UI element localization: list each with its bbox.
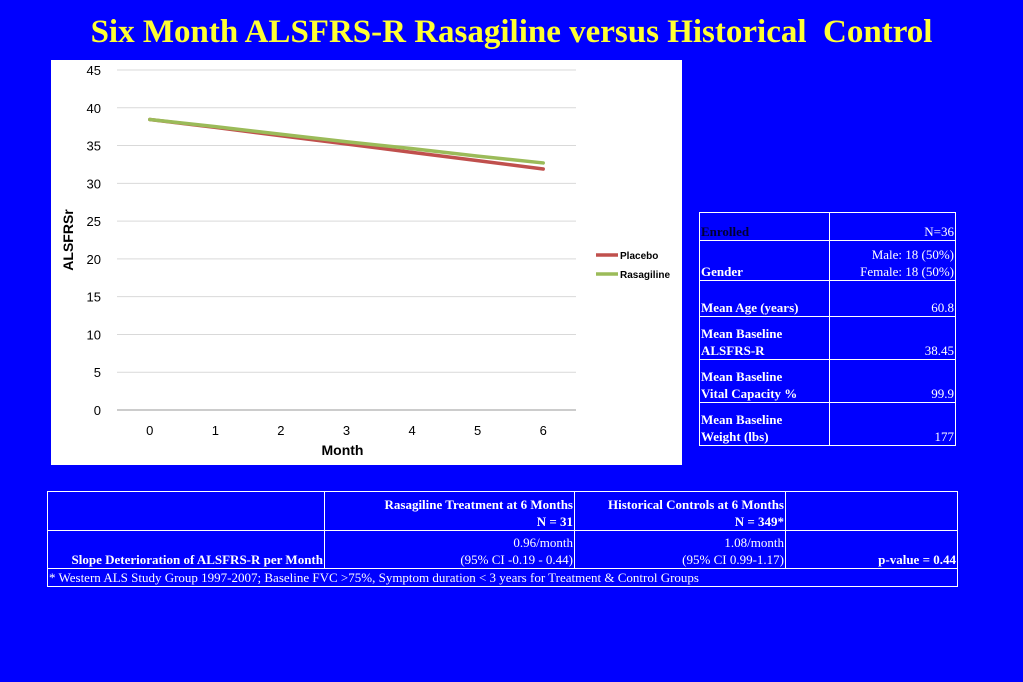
y-axis-label: ALSFRSr	[60, 209, 76, 271]
baseline-weight-label: Mean Baseline Weight (lbs)	[699, 402, 830, 446]
summary-footnote: * Western ALS Study Group 1997-2007; Bas…	[47, 568, 958, 587]
baseline-alsfrs-label-2: ALSFRS-R	[701, 343, 765, 358]
x-axis-label: Month	[322, 442, 364, 458]
gender-value: Male: 18 (50%) Female: 18 (50%)	[829, 240, 956, 281]
rasagiline-header: Rasagiline Treatment at 6 Months N = 31	[324, 491, 575, 531]
x-tick-label-6: 6	[540, 423, 547, 438]
slope-row-label: Slope Deterioration of ALSFRS-R per Mont…	[47, 530, 325, 569]
legend-label-placebo: Placebo	[620, 251, 658, 262]
y-tick-label-5: 5	[94, 365, 101, 380]
x-tick-label-3: 3	[343, 423, 350, 438]
baseline-vc-label: Mean Baseline Vital Capacity %	[699, 359, 830, 403]
baseline-vc-value: 99.9	[829, 359, 956, 403]
rasagiline-slope-value: 0.96/month	[513, 535, 573, 550]
historical-header-n: N = 349*	[734, 514, 784, 529]
gender-label: Gender	[699, 240, 830, 281]
baseline-weight-value: 177	[829, 402, 956, 446]
enrolled-label: Enrolled	[699, 212, 830, 241]
y-tick-label-20: 20	[87, 252, 101, 267]
line-chart: 0 5 10 15 20 25 30 35 40 45 0 1 2 3 4 5 6 Month ALSFRSr Pla…	[51, 60, 682, 465]
slide-title: Six Month ALSFRS-R Rasagiline versus His…	[90, 14, 933, 50]
study-info-table: Enrolled N=36 Gender Male: 18 (50%) Fema…	[699, 212, 956, 446]
historical-header-title: Historical Controls at 6 Months	[608, 497, 784, 512]
historical-slope: 1.08/month (95% CI 0.99-1.17)	[574, 530, 786, 569]
x-tick-label-1: 1	[212, 423, 219, 438]
mean-age-value: 60.8	[829, 280, 956, 317]
x-tick-label-5: 5	[474, 423, 481, 438]
baseline-alsfrs-label-1: Mean Baseline	[701, 326, 783, 341]
y-tick-label-25: 25	[87, 214, 101, 229]
x-tick-label-2: 2	[277, 423, 284, 438]
mean-age-label: Mean Age (years)	[699, 280, 830, 317]
x-tick-label-0: 0	[146, 423, 153, 438]
y-tick-label-45: 45	[87, 63, 101, 78]
enrolled-value: N=36	[829, 212, 956, 241]
summary-empty-header	[47, 491, 325, 531]
baseline-weight-label-1: Mean Baseline	[701, 412, 783, 427]
rasagiline-slope: 0.96/month (95% CI -0.19 - 0.44)	[324, 530, 575, 569]
slope-summary-table: Rasagiline Treatment at 6 Months N = 31 …	[47, 491, 958, 587]
x-tick-label-4: 4	[408, 423, 415, 438]
legend-label-rasagiline: Rasagiline	[620, 270, 670, 281]
baseline-vc-label-1: Mean Baseline	[701, 369, 783, 384]
baseline-alsfrs-value: 38.45	[829, 316, 956, 360]
rasagiline-header-n: N = 31	[536, 514, 573, 529]
pvalue-empty-header	[785, 491, 958, 531]
y-tick-label-0: 0	[94, 403, 101, 418]
baseline-vc-label-2: Vital Capacity %	[701, 386, 798, 401]
historical-header: Historical Controls at 6 Months N = 349*	[574, 491, 786, 531]
pvalue-cell: p-value = 0.44	[785, 530, 958, 569]
gender-male: Male: 18 (50%)	[871, 247, 954, 262]
y-tick-label-40: 40	[87, 101, 101, 116]
baseline-weight-label-2: Weight (lbs)	[701, 429, 769, 444]
gender-female: Female: 18 (50%)	[860, 264, 954, 279]
historical-slope-ci: (95% CI 0.99-1.17)	[682, 552, 784, 567]
y-tick-label-30: 30	[87, 176, 101, 191]
y-tick-label-35: 35	[87, 139, 101, 154]
series-line-rasagiline	[148, 117, 545, 165]
rasagiline-slope-ci: (95% CI -0.19 - 0.44)	[460, 552, 573, 567]
rasagiline-header-title: Rasagiline Treatment at 6 Months	[384, 497, 574, 512]
historical-slope-value: 1.08/month	[724, 535, 784, 550]
y-tick-label-15: 15	[87, 290, 101, 305]
y-tick-label-10: 10	[87, 327, 101, 342]
baseline-alsfrs-label: Mean Baseline ALSFRS-R	[699, 316, 830, 360]
